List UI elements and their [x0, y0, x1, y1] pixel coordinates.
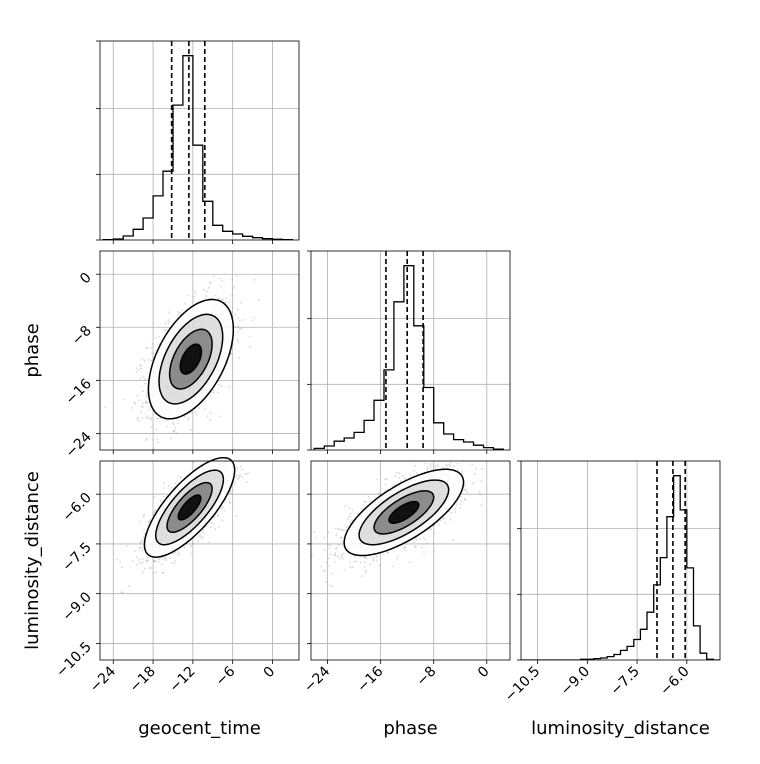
xtick-label-geocent_time-0: −24: [87, 663, 119, 695]
xlabel-2: luminosity_distance: [531, 718, 710, 739]
ytick-label-luminosity_distance-3: −6.0: [59, 490, 94, 525]
xtick-label-geocent_time-2: −12: [166, 664, 198, 696]
xtick-label-luminosity_distance-0: −10.5: [502, 664, 544, 706]
histogram-phase: [313, 265, 505, 450]
contour-2-geocent_time-phase: [158, 313, 224, 405]
contour-3-geocent_time-luminosity_distance: [143, 456, 236, 558]
contour-1-phase-luminosity_distance: [373, 490, 435, 535]
ytick-label-phase-0: −24: [63, 429, 95, 461]
contour-3-geocent_time-phase: [147, 298, 235, 420]
ytick-label-phase-1: −16: [63, 376, 95, 408]
xtick-label-geocent_time-3: −6: [213, 663, 239, 689]
ytick-label-phase-2: −8: [69, 323, 95, 349]
xtick-label-luminosity_distance-2: −7.5: [608, 664, 643, 699]
axes-frame-panel-phase-geocent_time: [99, 250, 300, 451]
contour-1-geocent_time-luminosity_distance: [166, 481, 213, 534]
axes-frame-panel-geocent_time-geocent_time: [99, 40, 300, 241]
xtick-label-phase-2: −8: [414, 664, 440, 690]
xtick-label-geocent_time-1: −18: [127, 664, 159, 696]
xtick-label-phase-3: 0: [475, 664, 493, 682]
contour-fill-1-phase-luminosity_distance: [389, 501, 419, 524]
xtick-label-luminosity_distance-1: −9.0: [558, 664, 593, 699]
contour-0-phase-luminosity_distance: [388, 500, 420, 524]
xtick-label-geocent_time-4: 0: [261, 664, 279, 682]
axes-frame-panel-luminosity_distance-geocent_time: [99, 460, 300, 661]
ytick-label-luminosity_distance-1: −9.0: [59, 589, 94, 624]
xtick-label-luminosity_distance-3: −6.0: [657, 664, 692, 699]
contour-3-phase-luminosity_distance: [343, 468, 465, 557]
ytick-label-luminosity_distance-2: −7.5: [59, 539, 94, 574]
ylabel-2: luminosity_distance: [22, 471, 43, 650]
contour-1-geocent_time-phase: [168, 328, 213, 390]
contour-0-geocent_time-luminosity_distance: [177, 494, 202, 521]
xlabel-0: geocent_time: [138, 718, 261, 739]
xlabel-1: phase: [383, 718, 437, 739]
ylabel-1: phase: [22, 323, 43, 377]
contour-0-geocent_time-phase: [179, 343, 203, 375]
axes-frame-panel-luminosity_distance-luminosity_distance: [520, 460, 721, 661]
ytick-label-luminosity_distance-0: −10.5: [53, 639, 95, 681]
axes-frame-panel-luminosity_distance-phase: [310, 460, 511, 661]
axes-frame-panel-phase-phase: [310, 250, 511, 451]
contour-2-phase-luminosity_distance: [358, 479, 450, 546]
contour-fill-1-geocent_time-luminosity_distance: [178, 495, 201, 520]
histogram-geocent_time: [102, 55, 294, 240]
histogram-luminosity_distance: [521, 475, 720, 660]
xtick-label-phase-1: −16: [354, 663, 386, 695]
xtick-label-phase-0: −24: [301, 663, 333, 695]
contour-2-geocent_time-luminosity_distance: [154, 469, 225, 546]
ytick-label-phase-3: 0: [77, 270, 95, 288]
